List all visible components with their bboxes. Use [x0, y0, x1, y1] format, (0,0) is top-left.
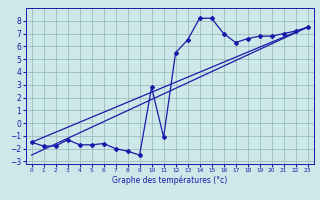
X-axis label: Graphe des températures (°c): Graphe des températures (°c): [112, 176, 227, 185]
